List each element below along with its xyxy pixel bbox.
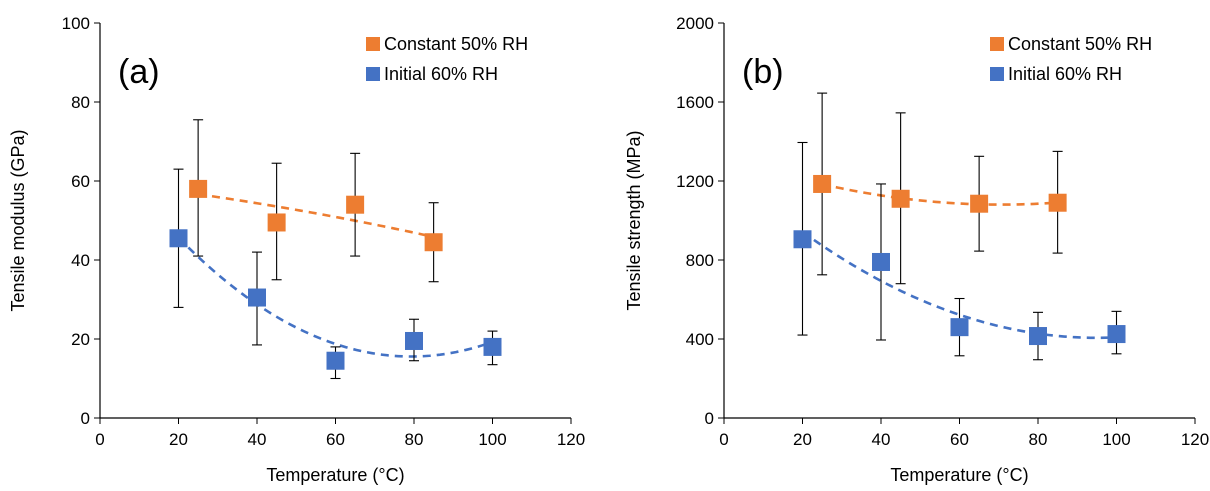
trend-line bbox=[177, 236, 493, 358]
x-tick-label: 40 bbox=[248, 430, 267, 449]
y-tick-label: 1600 bbox=[676, 93, 714, 112]
data-point bbox=[405, 331, 423, 350]
x-axis-label: Temperature (°C) bbox=[890, 465, 1028, 485]
trend-line bbox=[197, 192, 434, 239]
y-tick-label: 0 bbox=[705, 409, 714, 428]
y-tick-label: 80 bbox=[71, 93, 90, 112]
legend-marker bbox=[990, 37, 1004, 51]
chart-panel-b: 0 400 800 1200 1600 2000 0 20 40 60 80 100 120 Temper… bbox=[624, 14, 1209, 485]
y-tick-label: 1200 bbox=[676, 172, 714, 191]
data-point bbox=[189, 179, 208, 198]
data-point bbox=[326, 351, 345, 370]
x-tick-label: 20 bbox=[793, 430, 812, 449]
chart-panel-a: 0 20 40 60 80 100 0 20 40 60 80 100 120 Temperature (… bbox=[8, 14, 585, 485]
data-point bbox=[1048, 193, 1067, 212]
x-tick-label: 80 bbox=[1029, 430, 1048, 449]
x-tick-label: 0 bbox=[95, 430, 104, 449]
data-point bbox=[793, 230, 812, 249]
data-point bbox=[970, 194, 989, 213]
y-tick-label: 20 bbox=[71, 330, 90, 349]
panel-label: (b) bbox=[742, 53, 784, 91]
legend-label: Constant 50% RH bbox=[1008, 34, 1152, 54]
panel-label: (a) bbox=[118, 53, 160, 91]
x-tick-label: 20 bbox=[169, 430, 188, 449]
series-0 bbox=[189, 119, 443, 283]
y-axis-label: Tensile modulus (GPa) bbox=[8, 129, 28, 311]
y-tick-label: 100 bbox=[62, 14, 90, 33]
trend-line bbox=[801, 230, 1117, 340]
y-tick-label: 0 bbox=[81, 409, 90, 428]
data-point bbox=[346, 195, 365, 214]
data-point bbox=[950, 318, 969, 337]
series-1 bbox=[793, 141, 1126, 361]
y-axis-label: Tensile strength (MPa) bbox=[624, 130, 644, 310]
x-tick-label: 100 bbox=[478, 430, 506, 449]
legend-label: Initial 60% RH bbox=[384, 64, 498, 84]
legend-marker bbox=[366, 37, 380, 51]
series-1 bbox=[169, 168, 502, 380]
data-point bbox=[1029, 327, 1047, 346]
y-tick-label: 60 bbox=[71, 172, 90, 191]
x-tick-label: 120 bbox=[1181, 430, 1209, 449]
x-axis-label: Temperature (°C) bbox=[266, 465, 404, 485]
x-tick-label: 0 bbox=[719, 430, 728, 449]
legend-marker bbox=[990, 67, 1004, 81]
data-point bbox=[1107, 325, 1126, 344]
y-tick-label: 40 bbox=[71, 251, 90, 270]
y-tick-label: 400 bbox=[686, 330, 714, 349]
x-tick-label: 120 bbox=[557, 430, 585, 449]
x-tick-label: 60 bbox=[326, 430, 345, 449]
legend-label: Initial 60% RH bbox=[1008, 64, 1122, 84]
y-tick-label: 2000 bbox=[676, 14, 714, 33]
data-point bbox=[872, 252, 890, 271]
legend-marker bbox=[366, 67, 380, 81]
trend-line bbox=[821, 182, 1058, 206]
data-point bbox=[424, 233, 443, 252]
data-point bbox=[169, 229, 188, 248]
series-0 bbox=[813, 92, 1067, 285]
x-tick-label: 100 bbox=[1102, 430, 1130, 449]
x-tick-label: 40 bbox=[872, 430, 891, 449]
data-point bbox=[891, 189, 910, 208]
data-point bbox=[483, 337, 502, 356]
x-tick-label: 80 bbox=[405, 430, 424, 449]
data-point bbox=[267, 213, 286, 232]
legend-label: Constant 50% RH bbox=[384, 34, 528, 54]
y-tick-label: 800 bbox=[686, 251, 714, 270]
data-point bbox=[248, 288, 266, 307]
data-point bbox=[813, 174, 832, 193]
x-tick-label: 60 bbox=[950, 430, 969, 449]
